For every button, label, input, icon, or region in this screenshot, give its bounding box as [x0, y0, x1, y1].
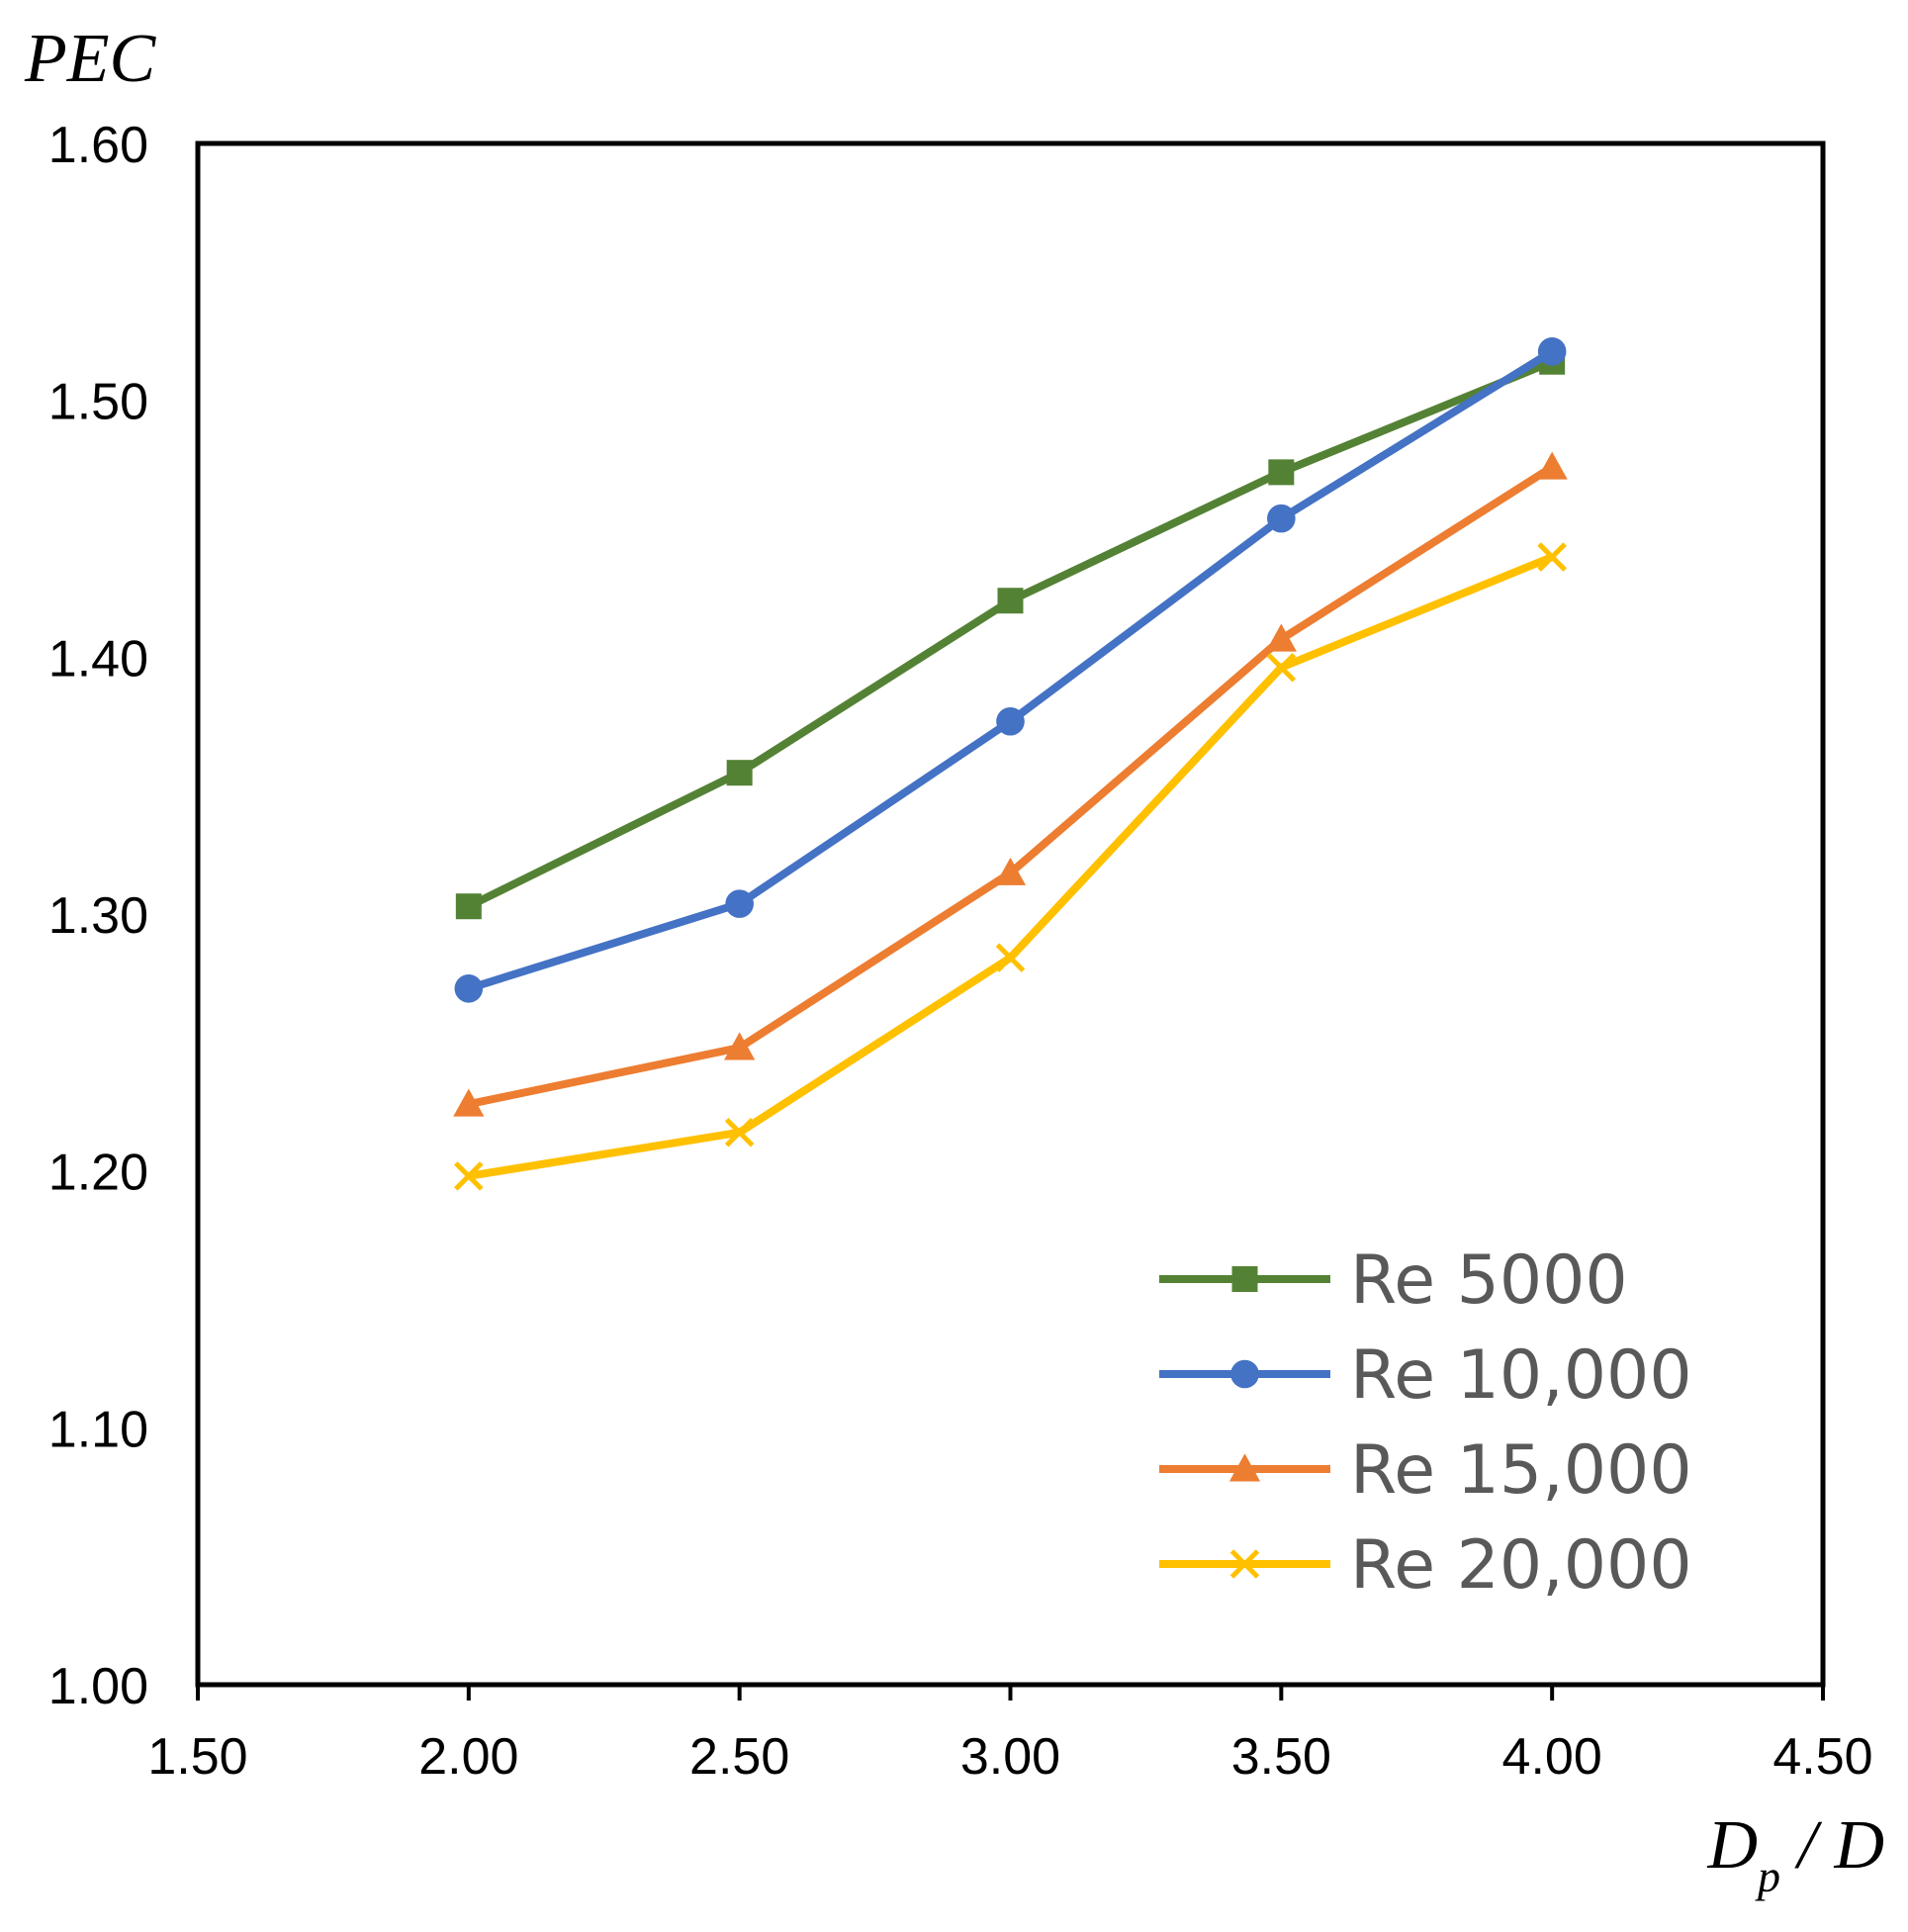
marker-circle [1537, 337, 1567, 366]
x-tick-label: 3.50 [1231, 1728, 1331, 1786]
marker-x-stroke [454, 1161, 484, 1191]
y-tick-label: 1.40 [48, 630, 148, 688]
legend-entry: Re 5000 [1159, 1242, 1628, 1320]
marker-x [995, 943, 1026, 972]
marker-x-stroke [1266, 652, 1297, 683]
marker-circle [1267, 504, 1296, 533]
marker-x-stroke [995, 943, 1026, 972]
marker-x [454, 1161, 484, 1191]
x-axis-title-main: D [1706, 1807, 1758, 1884]
marker-square [997, 588, 1024, 614]
marker-triangle [453, 1088, 485, 1117]
x-tick-label: 2.50 [689, 1728, 789, 1786]
axes-group: 1.50 2.00 2.50 3.00 3.50 4.00 4.50 1.00 1.10 1.20… [48, 117, 1873, 1786]
legend-entry: Re 10,000 [1159, 1336, 1692, 1415]
series-line [467, 347, 1555, 993]
legend: Re 5000 Re 10,000 Re 15,000 Re 20,000 [1159, 1242, 1692, 1605]
x-tick-label: 4.50 [1772, 1728, 1872, 1786]
marker-x [1229, 1549, 1260, 1579]
series-re-20-000 [454, 542, 1567, 1191]
marker-square [1268, 459, 1295, 486]
y-tick-label: 1.30 [48, 887, 148, 945]
marker-triangle [724, 1032, 756, 1060]
y-tick-label: 1.00 [48, 1658, 148, 1715]
series-re-15-000 [453, 451, 1568, 1117]
x-tick-label: 1.50 [147, 1728, 247, 1786]
x-tick-label: 4.00 [1502, 1728, 1602, 1786]
x-axis-title-rest: / D [1780, 1807, 1884, 1884]
legend-label: Re 5000 [1350, 1242, 1628, 1320]
y-tick-label: 1.50 [48, 374, 148, 431]
series-line [467, 358, 1554, 910]
y-tick-label: 1.60 [48, 117, 148, 174]
y-axis-title: PEC [24, 21, 157, 97]
series-re-10-000 [454, 337, 1567, 1003]
marker-x-stroke [724, 1117, 755, 1148]
legend-label: Re 15,000 [1350, 1431, 1692, 1510]
marker-triangle [994, 857, 1027, 885]
legend-label: Re 10,000 [1350, 1336, 1692, 1415]
marker-square [455, 893, 482, 920]
marker-square [726, 760, 753, 786]
marker-triangle [1265, 623, 1297, 652]
marker-x-stroke [1537, 542, 1567, 572]
legend-entry: Re 20,000 [1159, 1526, 1692, 1605]
series-layer [453, 337, 1568, 1191]
marker-x [724, 1117, 755, 1148]
y-tick-label: 1.20 [48, 1145, 148, 1202]
marker-x [1537, 542, 1567, 572]
x-axis-title: Dp / D [1706, 1807, 1884, 1901]
marker-circle [725, 889, 754, 918]
y-tick-label: 1.10 [48, 1401, 148, 1458]
legend-entry: Re 15,000 [1159, 1431, 1692, 1510]
series-re-5000 [455, 348, 1566, 920]
marker-x [1266, 652, 1297, 683]
marker-square [1231, 1266, 1258, 1292]
x-tick-label: 3.00 [960, 1728, 1060, 1786]
marker-triangle [1228, 1453, 1261, 1482]
x-tick-label: 2.00 [418, 1728, 518, 1786]
marker-x-stroke [1229, 1549, 1260, 1579]
marker-circle [1230, 1359, 1259, 1389]
marker-circle [996, 706, 1025, 736]
marker-circle [454, 974, 484, 1003]
marker-triangle [1536, 451, 1568, 480]
series-line [468, 463, 1555, 1109]
x-axis-title-sub: p [1755, 1851, 1780, 1901]
legend-label: Re 20,000 [1350, 1526, 1692, 1605]
